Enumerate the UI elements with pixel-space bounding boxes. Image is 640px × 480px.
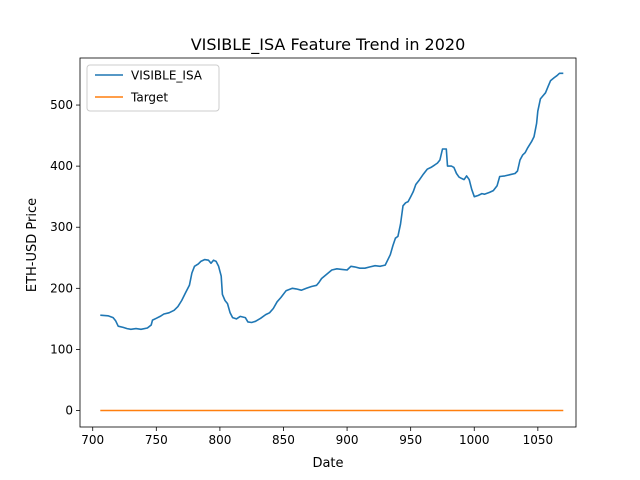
y-tick-label: 0 [65, 404, 73, 418]
legend-box [86, 64, 220, 112]
y-tick-label: 200 [50, 281, 73, 295]
plot-area [100, 72, 564, 412]
x-axis: 700 750 800 850 900 950 1000 1050 [81, 427, 553, 447]
legend-label-0: VISIBLE_ISA [131, 69, 203, 83]
y-tick-label: 300 [50, 220, 73, 234]
y-axis: 0 100 200 300 400 500 [50, 98, 80, 418]
axes-frame [79, 57, 577, 428]
legend-label-1: Target [130, 91, 168, 105]
series-line-0 [100, 72, 564, 331]
y-tick-label: 500 [50, 98, 73, 112]
x-tick-label: 900 [336, 433, 359, 447]
x-tick-label: 800 [208, 433, 231, 447]
y-tick-label: 400 [50, 159, 73, 173]
x-tick-label: 950 [399, 433, 422, 447]
x-tick-label: 700 [81, 433, 104, 447]
y-tick-label: 100 [50, 342, 73, 356]
x-tick-label: 850 [272, 433, 295, 447]
x-tick-label: 1000 [459, 433, 490, 447]
x-tick-label: 1050 [523, 433, 554, 447]
x-axis-label: Date [312, 456, 343, 471]
chart-title: VISIBLE_ISA Feature Trend in 2020 [191, 35, 466, 55]
y-axis-label: ETH-USD Price [25, 198, 40, 292]
x-tick-label: 750 [145, 433, 168, 447]
legend: VISIBLE_ISA Target [86, 64, 220, 112]
